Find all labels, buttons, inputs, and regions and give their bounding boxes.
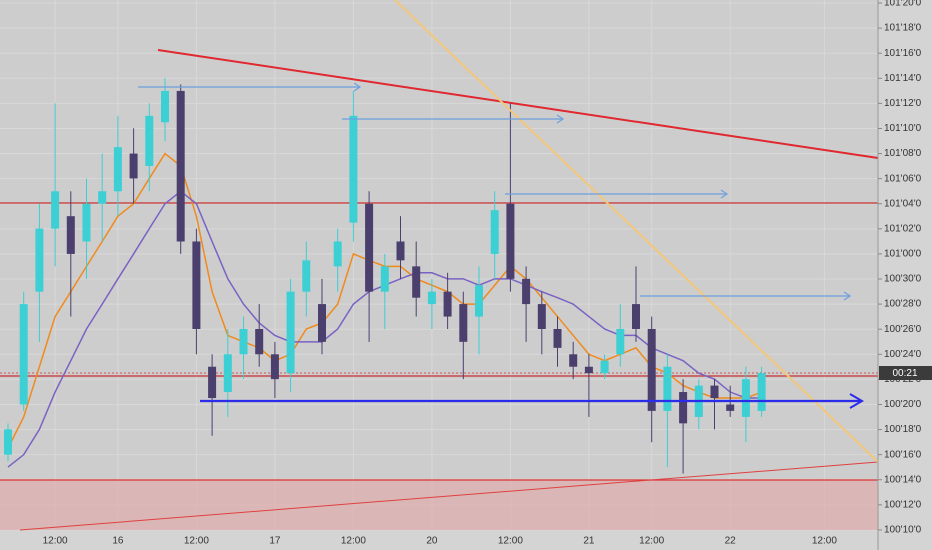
candle-body [208, 366, 217, 399]
candle-body [490, 210, 499, 254]
candle-body [427, 291, 436, 305]
x-tick-label: 12:00 [639, 536, 664, 547]
countdown: 00:21 [892, 368, 917, 379]
candle-body [98, 191, 107, 204]
candle-body [380, 266, 389, 292]
y-tick-label: 100'16'0 [884, 449, 922, 460]
x-tick-label: 12:00 [43, 536, 68, 547]
candle-body [129, 153, 138, 179]
candle-body [412, 266, 421, 298]
trend-line [394, 0, 879, 463]
candle-body [616, 328, 625, 355]
candle-body [443, 291, 452, 317]
y-tick-label: 101'12'0 [884, 98, 922, 109]
y-tick-label: 101'10'0 [884, 123, 922, 134]
y-tick-label: 100'14'0 [884, 474, 922, 485]
y-tick-label: 101'06'0 [884, 173, 922, 184]
candle-body [113, 147, 122, 192]
candle-body [145, 115, 154, 167]
candle-body [176, 90, 185, 242]
trend-line [19, 461, 879, 531]
y-tick-label: 100'28'0 [884, 299, 922, 310]
y-tick-label: 101'00'0 [884, 249, 922, 260]
candle-body [663, 366, 672, 411]
candle-body [4, 429, 12, 455]
price-axis-panel [878, 0, 932, 550]
candle-body [475, 285, 483, 317]
candle-body [647, 328, 656, 411]
candle-body [553, 328, 562, 348]
candle-body [51, 191, 60, 229]
x-tick-label: 17 [269, 536, 281, 547]
candle-body [255, 328, 264, 355]
x-tick-label: 12:00 [341, 536, 366, 547]
y-tick-label: 101'04'0 [884, 198, 922, 209]
y-tick-label: 101'02'0 [884, 223, 922, 234]
x-tick-label: 20 [426, 536, 438, 547]
arrow-head [720, 189, 729, 199]
y-tick-label: 100'24'0 [884, 349, 922, 360]
y-tick-label: 101'08'0 [884, 148, 922, 159]
x-tick-label: 12:00 [184, 536, 209, 547]
candle-body [66, 216, 75, 254]
zone [0, 480, 878, 530]
candle-body [537, 304, 546, 329]
candle-body [286, 291, 295, 374]
candle-body [396, 241, 405, 261]
y-tick-label: 100'26'0 [884, 324, 922, 335]
arrow-head [353, 82, 362, 92]
y-tick-label: 100'20'0 [884, 399, 922, 410]
candle-body [584, 366, 593, 374]
candle-body [710, 385, 719, 399]
y-tick-label: 101'18'0 [884, 23, 922, 34]
candle-body [632, 304, 640, 329]
candle-body [459, 304, 468, 342]
x-tick-label: 12:00 [498, 536, 523, 547]
arrow-head [556, 114, 565, 124]
candle-body [333, 241, 342, 267]
y-tick-label: 100'18'0 [884, 424, 922, 435]
x-tick-label: 16 [112, 536, 124, 547]
arrow-head [843, 291, 852, 301]
candle-body [600, 360, 609, 374]
candle-body [522, 278, 531, 305]
candle-body [679, 392, 688, 424]
y-tick-label: 100'30'0 [884, 274, 922, 285]
candle-body [35, 228, 44, 292]
candle-body [569, 354, 578, 367]
y-tick-label: 101'20'0 [884, 0, 922, 9]
projection-arrows [138, 82, 852, 301]
candle-body [192, 241, 201, 329]
candle-body [270, 354, 279, 380]
y-tick-label: 101'16'0 [884, 48, 922, 59]
x-tick-label: 21 [583, 536, 595, 547]
candle-body [82, 203, 91, 242]
trend-line [157, 49, 879, 159]
candle-body [757, 373, 766, 411]
arrow-head [849, 393, 864, 409]
candle-body [726, 404, 735, 411]
candle-body [302, 260, 311, 292]
y-tick-label: 101'14'0 [884, 73, 922, 84]
candle-body [741, 379, 750, 417]
candle-body [239, 328, 248, 355]
time-axis-panel [0, 530, 878, 550]
candle-body [349, 115, 358, 223]
x-tick-label: 12:00 [812, 536, 837, 547]
plot-background [0, 0, 878, 530]
marks [4, 78, 766, 474]
y-tick-label: 100'10'0 [884, 525, 922, 536]
candle-body [506, 203, 515, 279]
candle-body [318, 304, 326, 342]
candle-body [365, 203, 374, 292]
countdown-box [879, 366, 932, 380]
candle-body [19, 304, 28, 405]
x-tick-label: 22 [725, 536, 737, 547]
candle-body [161, 90, 169, 123]
candle-body [223, 354, 232, 393]
y-tick-label: 100'12'0 [884, 499, 922, 510]
